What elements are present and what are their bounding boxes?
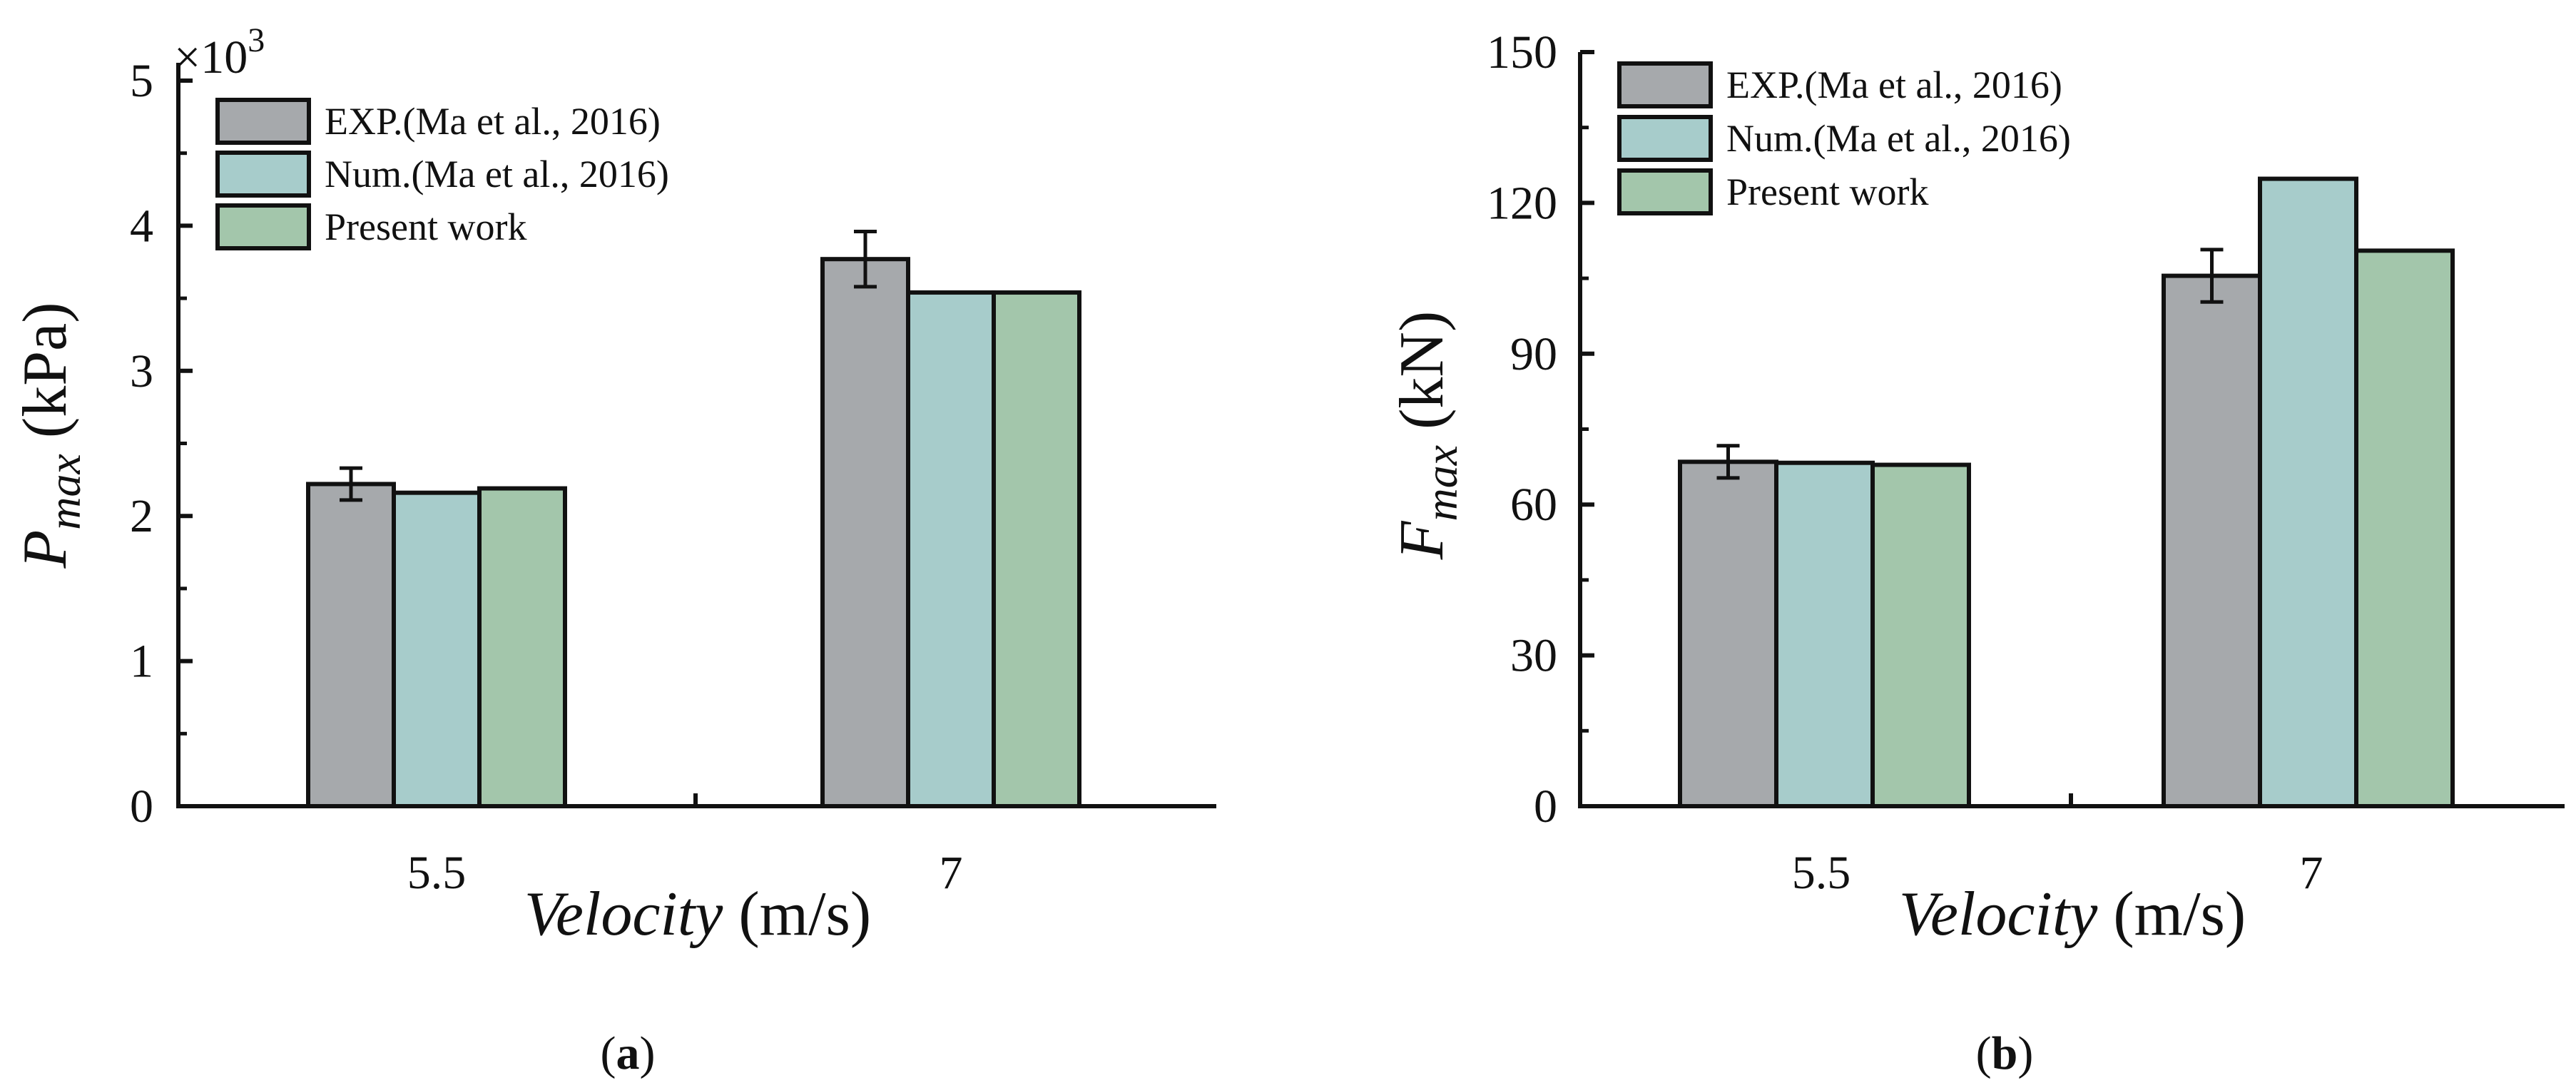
ytick-label-b-0: 0 — [1534, 781, 1557, 833]
legend-label-exp-b: EXP.(Ma et al., 2016) — [1726, 63, 2062, 106]
y-axis-title-b: Fmax (kN) — [1388, 311, 1467, 561]
ytick-label-a-0: 0 — [130, 781, 153, 833]
yticks-b: 0 30 60 90 120 150 — [1487, 26, 1594, 833]
legend-swatch-exp-a — [215, 98, 311, 145]
bars-b — [1678, 176, 2455, 809]
ytick-label-b-5: 150 — [1487, 26, 1557, 78]
legend-swatch-present-b — [1617, 168, 1713, 215]
x-tick-label-5-5-a: 5.5 — [407, 847, 467, 899]
legend-b: EXP.(Ma et al., 2016) Num.(Ma et al., 20… — [1617, 61, 2071, 215]
x-axis-title-b: Velocity (m/s) — [1899, 880, 2246, 949]
ytick-label-b-1: 30 — [1510, 630, 1557, 682]
ytick-label-b-2: 60 — [1510, 479, 1557, 531]
bar-b-s1-c0 — [1774, 460, 1875, 808]
error-bar-b-c1 — [2200, 248, 2224, 304]
bar-a-s2-c0 — [477, 486, 567, 809]
bar-a-s0-c1 — [820, 257, 910, 808]
bar-b-s2-c1 — [2354, 248, 2455, 808]
error-bar-a-c1 — [854, 230, 877, 289]
legend-label-present-b: Present work — [1726, 171, 1928, 213]
bar-a-s1-c0 — [392, 490, 482, 808]
ytick-label-a-1: 1 — [130, 636, 153, 688]
bar-a-s2-c1 — [992, 290, 1081, 808]
legend-item-exp-a: EXP.(Ma et al., 2016) — [215, 98, 661, 145]
ytick-label-a-4: 4 — [130, 200, 153, 252]
ytick-label-a-2: 2 — [130, 490, 153, 542]
chart-b: 0 30 60 90 120 150 5.5 7 Velocity (m/s) Fmax … — [1388, 26, 2565, 1079]
y-axis-title-a: Pmax (kPa) — [11, 302, 90, 569]
bar-a-s1-c1 — [906, 290, 996, 808]
legend-swatch-present-a — [215, 203, 311, 250]
legend-label-exp-a: EXP.(Ma et al., 2016) — [325, 100, 661, 143]
ytick-label-b-3: 90 — [1510, 328, 1557, 380]
x-tick-label-7-a: 7 — [940, 847, 963, 899]
legend-item-present-a: Present work — [215, 203, 526, 250]
bar-b-s1-c1 — [2258, 176, 2358, 809]
x-axis-title-a: Velocity (m/s) — [524, 880, 871, 949]
legend-swatch-exp-b — [1617, 61, 1713, 108]
legend-label-num-a: Num.(Ma et al., 2016) — [325, 153, 669, 195]
bar-b-s0-c1 — [2162, 273, 2262, 808]
legend-item-num-a: Num.(Ma et al., 2016) — [215, 151, 669, 198]
yticks-a: 0 1 2 3 4 5 — [130, 55, 193, 833]
legend-swatch-num-a — [215, 151, 311, 198]
bar-a-s0-c0 — [306, 482, 396, 809]
error-bar-a-c0 — [340, 466, 362, 502]
legend-item-num-b: Num.(Ma et al., 2016) — [1617, 115, 2071, 162]
bar-b-s2-c0 — [1870, 462, 1971, 808]
y-multiplier-a: ×103 — [174, 21, 265, 83]
legend-item-present-b: Present work — [1617, 168, 1928, 215]
legend-swatch-num-b — [1617, 115, 1713, 162]
bars-a — [306, 230, 1081, 809]
chart-a: 0 1 2 3 4 5 ×103 5.5 7 Velocity (m/s) Pmax (k… — [11, 21, 1216, 1079]
legend-label-present-a: Present work — [325, 205, 526, 248]
ytick-label-b-4: 120 — [1487, 177, 1557, 229]
legend-item-exp-b: EXP.(Ma et al., 2016) — [1617, 61, 2062, 108]
error-bar-b-c0 — [1716, 444, 1740, 480]
x-tick-label-7-b: 7 — [2300, 847, 2323, 899]
panel-label-a: (a) — [601, 1027, 656, 1079]
panel-label-b: (b) — [1976, 1027, 2034, 1079]
ytick-label-a-5: 5 — [130, 55, 153, 107]
bar-b-s0-c0 — [1678, 459, 1778, 808]
ytick-label-a-3: 3 — [130, 345, 153, 397]
legend-label-num-b: Num.(Ma et al., 2016) — [1726, 117, 2071, 160]
x-tick-label-5-5-b: 5.5 — [1792, 847, 1851, 899]
legend-a: EXP.(Ma et al., 2016) Num.(Ma et al., 20… — [215, 98, 669, 250]
